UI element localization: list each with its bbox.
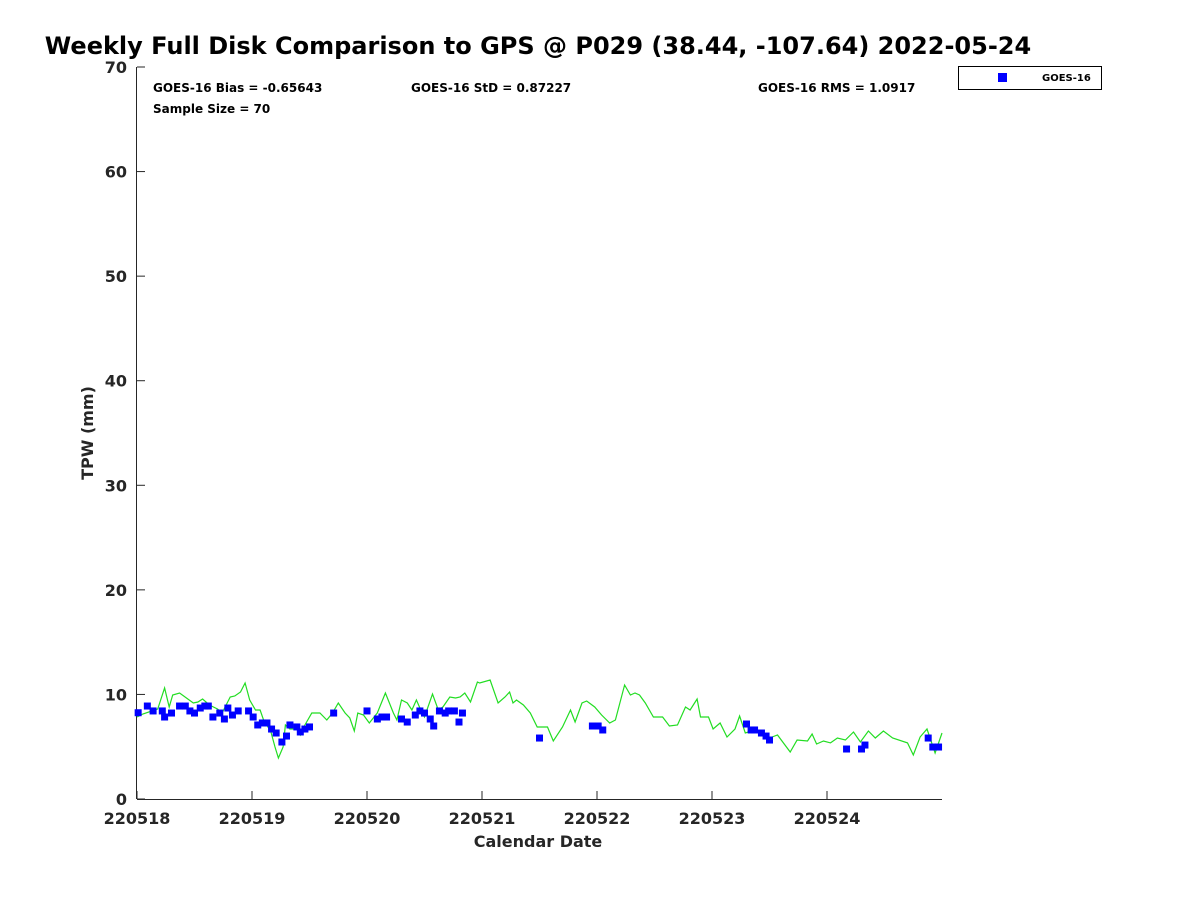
goes-point [450,707,458,715]
goes-point [416,707,424,715]
goes-point [224,704,232,712]
goes-point [216,709,224,717]
x-axis-label: Calendar Date [474,832,603,851]
goes-point [306,723,313,731]
legend-marker [998,73,1007,82]
goes-point [843,745,851,753]
x-tick-label: 220524 [794,809,861,828]
goes-point [363,707,371,715]
goes-point [599,726,607,734]
goes-point [249,713,257,721]
goes-point [134,709,142,717]
goes-point [143,702,151,710]
goes-point [536,734,543,742]
goes-point [161,713,169,721]
goes-point [296,728,304,736]
bias-annotation: GOES-16 Bias = -0.65643 [153,81,322,95]
goes-point [158,707,166,715]
legend-label: GOES-16 [1042,73,1091,84]
goes-point [378,713,386,721]
gps-series [136,679,943,760]
goes-point [373,715,381,723]
goes-point [196,704,204,712]
goes-point [263,719,271,727]
x-tick-label: 220523 [679,809,746,828]
goes-point [861,741,869,749]
goes-point [383,713,391,721]
goes-point [430,722,438,730]
y-axis-label: TPW (mm) [78,386,97,480]
goes-point [403,718,411,726]
goes-point [757,729,765,737]
y-tick-label: 50 [105,267,127,286]
y-tick-label: 0 [116,790,127,809]
rms-annotation: GOES-16 RMS = 1.0917 [758,81,915,95]
goes-point [228,711,236,719]
goes-point [751,726,759,734]
goes-point [445,707,453,715]
sample-size-annotation: Sample Size = 70 [153,102,270,116]
goes-point [283,732,290,740]
goes-point [435,707,443,715]
goes-point [330,709,338,717]
goes-point [455,718,463,726]
goes-point [245,707,253,715]
goes-point [426,715,434,723]
x-tick-label: 220519 [219,809,286,828]
goes-point [293,723,301,731]
goes-point [181,702,189,710]
goes-point [411,711,419,719]
goes-point [458,709,466,717]
goes-point [186,707,194,715]
legend-box [958,66,1102,90]
x-tick-label: 220520 [334,809,401,828]
chart-title: Weekly Full Disk Comparison to GPS @ P02… [45,32,1031,60]
goes-point [766,736,773,744]
goes-point [209,713,217,721]
y-tick-label: 70 [105,58,127,77]
goes-point [254,721,262,729]
x-tick-label: 220521 [449,809,516,828]
goes-point [204,702,212,710]
goes-point [858,745,865,753]
goes-point [588,722,596,730]
goes-point [258,719,266,727]
goes-series [134,702,943,753]
y-tick-label: 20 [105,581,127,600]
goes-point [743,720,750,728]
goes-point [301,725,309,733]
x-tick-label: 220518 [104,809,171,828]
gps-line [136,679,943,760]
goes-point [234,707,242,715]
goes-point [220,715,228,723]
goes-point [935,743,943,751]
y-tick-label: 60 [105,163,127,182]
goes-point [191,709,198,717]
goes-point [168,709,175,717]
goes-point [929,743,937,751]
goes-point [272,729,280,737]
goes-point [278,738,286,746]
goes-point [594,722,602,730]
legend: GOES-16 [958,66,1102,90]
goes-point [176,702,184,710]
std-annotation: GOES-16 StD = 0.87227 [411,81,571,95]
y-tick-label: 40 [105,372,127,391]
axes: 220518 220519 220520 220521 220522 220523 2205… [104,58,942,828]
goes-point [286,721,294,729]
goes-point [421,709,428,717]
goes-point [924,734,932,742]
goes-point [398,715,405,723]
goes-point [149,707,157,715]
x-tick-label: 220522 [564,809,631,828]
goes-point [762,732,770,740]
y-tick-label: 10 [105,685,127,704]
goes-point [268,725,276,733]
y-tick-label: 30 [105,476,127,495]
